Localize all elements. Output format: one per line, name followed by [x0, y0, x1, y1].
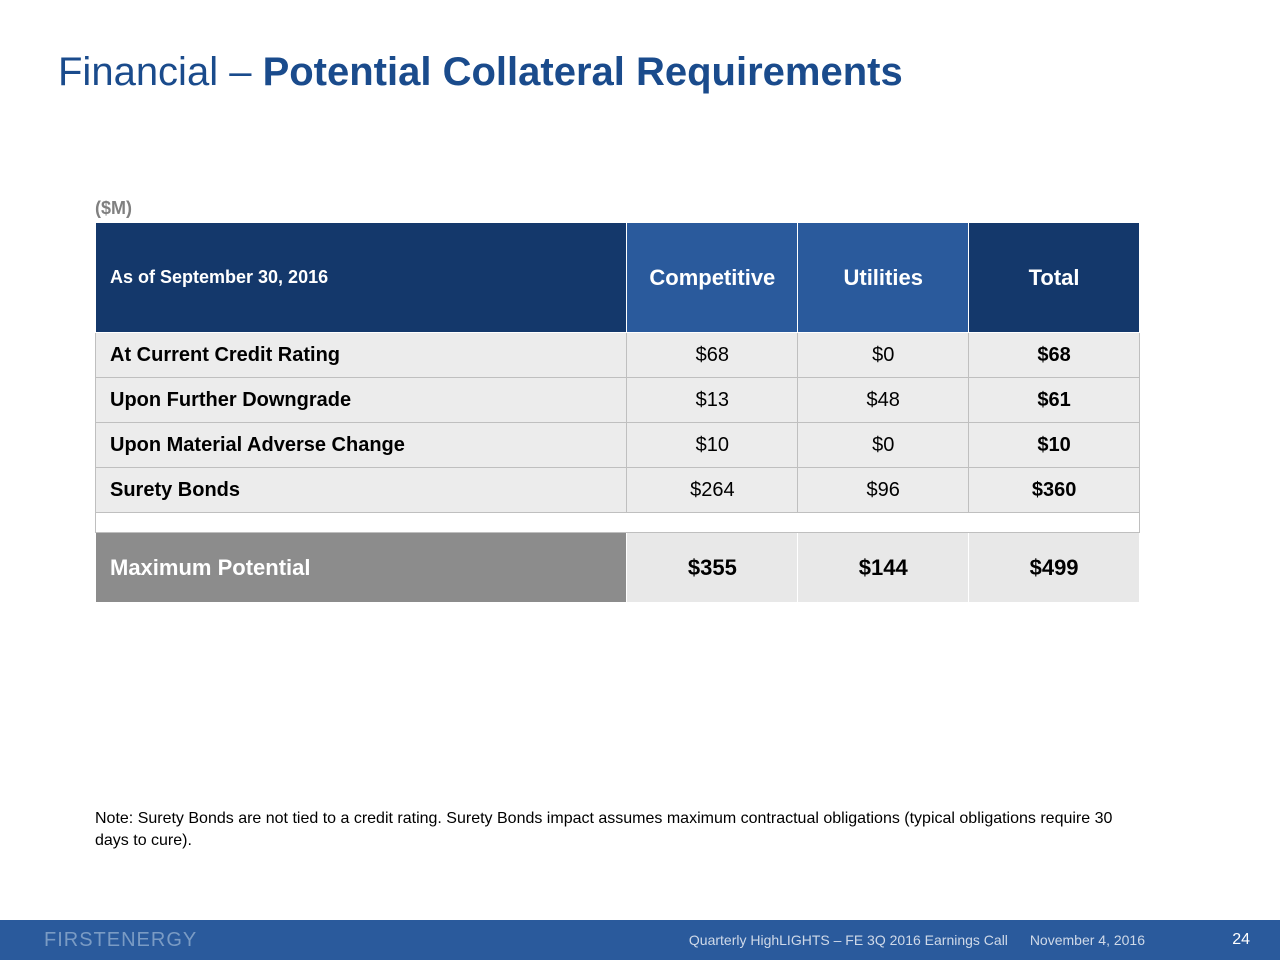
cell-total: $10 — [969, 423, 1140, 468]
footer-title: Quarterly HighLIGHTS – FE 3Q 2016 Earnin… — [689, 932, 1008, 948]
header-asof: As of September 30, 2016 — [96, 223, 627, 333]
cell-total: $360 — [969, 468, 1140, 513]
unit-label: ($M) — [95, 198, 132, 219]
cell: $264 — [627, 468, 798, 513]
total-label: Maximum Potential — [96, 533, 627, 603]
cell-total: $68 — [969, 333, 1140, 378]
cell: $10 — [627, 423, 798, 468]
table-total-row: Maximum Potential $355 $144 $499 — [96, 533, 1140, 603]
row-label: Upon Material Adverse Change — [96, 423, 627, 468]
table-row: At Current Credit Rating $68 $0 $68 — [96, 333, 1140, 378]
total-cell: $355 — [627, 533, 798, 603]
page-number: 24 — [1232, 931, 1250, 949]
title-main: Potential Collateral Requirements — [263, 50, 903, 94]
table-row: Upon Material Adverse Change $10 $0 $10 — [96, 423, 1140, 468]
header-competitive: Competitive — [627, 223, 798, 333]
cell-total: $61 — [969, 378, 1140, 423]
total-cell: $499 — [969, 533, 1140, 603]
row-label: Upon Further Downgrade — [96, 378, 627, 423]
table-spacer — [96, 513, 1140, 533]
row-label: At Current Credit Rating — [96, 333, 627, 378]
footer-bar: FIRSTENERGY Quarterly HighLIGHTS – FE 3Q… — [0, 920, 1280, 960]
total-cell: $144 — [798, 533, 969, 603]
footer-date: November 4, 2016 — [1030, 932, 1145, 948]
slide-title: Financial – Potential Collateral Require… — [58, 50, 903, 95]
cell: $68 — [627, 333, 798, 378]
cell: $0 — [798, 333, 969, 378]
table-header-row: As of September 30, 2016 Competitive Uti… — [96, 223, 1140, 333]
cell: $13 — [627, 378, 798, 423]
company-logo-text: FIRSTENERGY — [44, 929, 197, 952]
table-row: Upon Further Downgrade $13 $48 $61 — [96, 378, 1140, 423]
cell: $96 — [798, 468, 969, 513]
collateral-table: As of September 30, 2016 Competitive Uti… — [95, 222, 1140, 603]
footnote: Note: Surety Bonds are not tied to a cre… — [95, 808, 1140, 851]
title-prefix: Financial – — [58, 50, 263, 94]
cell: $48 — [798, 378, 969, 423]
row-label: Surety Bonds — [96, 468, 627, 513]
table-row: Surety Bonds $264 $96 $360 — [96, 468, 1140, 513]
footer-caption: Quarterly HighLIGHTS – FE 3Q 2016 Earnin… — [689, 932, 1145, 948]
header-total: Total — [969, 223, 1140, 333]
cell: $0 — [798, 423, 969, 468]
header-utilities: Utilities — [798, 223, 969, 333]
